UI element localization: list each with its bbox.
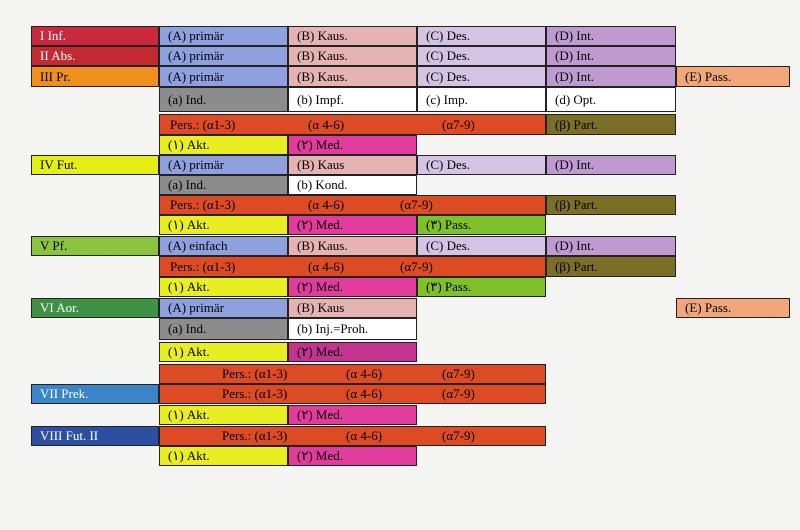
- tense-abs: II Abs.: [31, 46, 159, 66]
- form-e-pass: (E) Pass.: [676, 66, 790, 87]
- participle: (β) Part.: [546, 195, 676, 215]
- person-group-4-6: (α 4-6): [308, 259, 345, 274]
- person-group-7-9: (α7-9): [400, 197, 433, 212]
- form-d-int: (D) Int.: [546, 26, 676, 46]
- form-d-int: (D) Int.: [546, 155, 676, 175]
- voice-med: (٢) Med.: [288, 277, 417, 297]
- form-d-int: (D) Int.: [546, 66, 676, 87]
- participle: (β) Part.: [546, 114, 676, 135]
- person-endings-bar: Pers.: (α1-3) (α 4-6) (α7-9): [159, 384, 546, 404]
- mood-b-kond: (b) Kond.: [288, 175, 417, 195]
- person-group-4-6: (α 4-6): [308, 197, 345, 212]
- mood-a-ind: (a) Ind.: [159, 175, 288, 195]
- form-a-primaer: (A) primär: [159, 66, 288, 87]
- person-group-7-9: (α7-9): [442, 386, 475, 401]
- person-group-7-9: (α7-9): [442, 366, 475, 381]
- form-b-kaus: (B) Kaus.: [288, 66, 417, 87]
- voice-akt: (١) Akt.: [159, 135, 288, 155]
- form-a-primaer: (A) primär: [159, 298, 288, 318]
- voice-med: (٢) Med.: [288, 446, 417, 466]
- form-d-int: (D) Int.: [546, 46, 676, 66]
- person-group-7-9: (α7-9): [442, 117, 475, 132]
- mood-b-impf: (b) Impf.: [288, 87, 417, 112]
- tense-fut: IV Fut.: [31, 155, 159, 175]
- voice-med: (٢) Med.: [288, 135, 417, 155]
- tense-pr: III Pr.: [31, 66, 159, 87]
- mood-c-imp: (c) Imp.: [417, 87, 546, 112]
- person-endings-bar: Pers.: (α1-3) (α 4-6) (α7-9): [159, 114, 546, 135]
- voice-akt: (١) Akt.: [159, 342, 288, 362]
- person-group-1-3: Pers.: (α1-3): [170, 117, 236, 132]
- voice-akt: (١) Akt.: [159, 446, 288, 466]
- form-d-int: (D) Int.: [546, 236, 676, 256]
- voice-pass: (٣) Pass.: [417, 277, 546, 297]
- person-group-1-3: Pers.: (α1-3): [222, 428, 288, 443]
- form-c-des: (C) Des.: [417, 26, 546, 46]
- person-group-1-3: Pers.: (α1-3): [170, 197, 236, 212]
- form-c-des: (C) Des.: [417, 46, 546, 66]
- tense-inf: I Inf.: [31, 26, 159, 46]
- form-a-einfach: (A) einfach: [159, 236, 288, 256]
- person-group-1-3: Pers.: (α1-3): [222, 386, 288, 401]
- voice-med: (٢) Med.: [288, 215, 417, 235]
- tense-fut-ii: VIII Fut. II: [31, 426, 159, 446]
- voice-pass: (٣) Pass.: [417, 215, 546, 235]
- form-b-kaus: (B) Kaus: [288, 298, 417, 318]
- form-c-des: (C) Des.: [417, 236, 546, 256]
- person-endings-bar: Pers.: (α1-3) (α 4-6) (α7-9): [159, 195, 546, 215]
- person-endings-bar: Pers.: (α1-3) (α 4-6) (α7-9): [159, 364, 546, 384]
- form-e-pass: (E) Pass.: [676, 298, 790, 318]
- voice-med: (٢) Med.: [288, 342, 417, 362]
- mood-b-inj-proh: (b) Inj.=Proh.: [288, 318, 417, 340]
- voice-med: (٢) Med.: [288, 405, 417, 425]
- form-b-kaus: (B) Kaus.: [288, 26, 417, 46]
- person-group-4-6: (α 4-6): [346, 366, 383, 381]
- person-group-4-6: (α 4-6): [346, 428, 383, 443]
- mood-a-ind: (a) Ind.: [159, 318, 288, 340]
- form-c-des: (C) Des.: [417, 155, 546, 175]
- participle: (β) Part.: [546, 256, 676, 277]
- form-c-des: (C) Des.: [417, 66, 546, 87]
- tense-prek: VII Prek.: [31, 384, 159, 404]
- mood-a-ind: (a) Ind.: [159, 87, 288, 112]
- person-group-7-9: (α7-9): [442, 428, 475, 443]
- form-a-primaer: (A) primär: [159, 26, 288, 46]
- person-group-4-6: (α 4-6): [308, 117, 345, 132]
- form-b-kaus: (B) Kaus: [288, 155, 417, 175]
- voice-akt: (١) Akt.: [159, 405, 288, 425]
- person-group-1-3: Pers.: (α1-3): [170, 259, 236, 274]
- person-group-7-9: (α7-9): [400, 259, 433, 274]
- tense-aor: VI Aor.: [31, 298, 159, 318]
- mood-d-opt: (d) Opt.: [546, 87, 676, 112]
- voice-akt: (١) Akt.: [159, 277, 288, 297]
- person-group-1-3: Pers.: (α1-3): [222, 366, 288, 381]
- tense-pf: V Pf.: [31, 236, 159, 256]
- form-a-primaer: (A) primär: [159, 46, 288, 66]
- voice-akt: (١) Akt.: [159, 215, 288, 235]
- form-b-kaus: (B) Kaus.: [288, 46, 417, 66]
- person-endings-bar: Pers.: (α1-3) (α 4-6) (α7-9): [159, 256, 546, 277]
- form-b-kaus: (B) Kaus.: [288, 236, 417, 256]
- person-group-4-6: (α 4-6): [346, 386, 383, 401]
- person-endings-bar: Pers.: (α1-3) (α 4-6) (α7-9): [159, 426, 546, 446]
- form-a-primaer: (A) primär: [159, 155, 288, 175]
